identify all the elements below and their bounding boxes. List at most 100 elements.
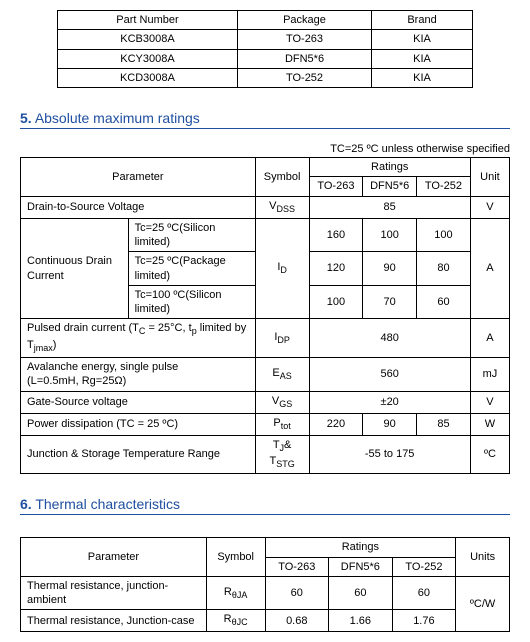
value-cell: 100 — [417, 218, 471, 252]
rcol-header: DFN5*6 — [363, 177, 417, 196]
rcol-header: TO-252 — [392, 557, 456, 576]
table-row: KCD3008A TO-252 KIA — [57, 68, 473, 87]
symbol-cell: Ptot — [255, 413, 309, 435]
table-row: Power dissipation (TC = 25 ºC) Ptot 220 … — [21, 413, 510, 435]
value-cell: 60 — [329, 576, 393, 610]
param-cell: Drain-to-Source Voltage — [21, 196, 256, 218]
table-row: Pulsed drain current (TC = 25°C, tp limi… — [21, 319, 510, 358]
value-cell: 90 — [363, 252, 417, 286]
unit-cell: A — [470, 218, 509, 319]
cell: DFN5*6 — [238, 49, 372, 68]
abs-max-table: Parameter Symbol Ratings Unit TO-263 DFN… — [20, 157, 510, 474]
value-cell: 70 — [363, 285, 417, 319]
value-cell: 80 — [417, 252, 471, 286]
unit-cell: V — [470, 196, 509, 218]
rcol-header: TO-263 — [265, 557, 329, 576]
value-cell: 160 — [309, 218, 363, 252]
cell: KIA — [371, 68, 472, 87]
table-row: Gate-Source voltage VGS ±20 V — [21, 391, 510, 413]
table-row: KCY3008A DFN5*6 KIA — [57, 49, 473, 68]
unit-cell: mJ — [470, 358, 509, 392]
cell: KCY3008A — [57, 49, 237, 68]
col-header: Brand — [371, 11, 472, 30]
unit-cell: A — [470, 319, 509, 358]
unit-cell: W — [470, 413, 509, 435]
table-row: Thermal resistance, Junction-case RθJC 0… — [21, 610, 510, 632]
value-cell: 60 — [417, 285, 471, 319]
table-row: Drain-to-Source Voltage VDSS 85 V — [21, 196, 510, 218]
param-cell: Power dissipation (TC = 25 ºC) — [21, 413, 256, 435]
param-cell: Continuous Drain Current — [21, 218, 129, 319]
cell: KIA — [371, 30, 472, 49]
section-number: 5. — [20, 110, 32, 126]
thermal-table: Parameter Symbol Ratings Units TO-263 DF… — [20, 537, 510, 632]
section-name: Absolute maximum ratings — [35, 110, 200, 126]
table-header-row: Part Number Package Brand — [57, 11, 473, 30]
value-cell: ±20 — [309, 391, 470, 413]
cond-cell: Tc=100 ºC(Silicon limited) — [128, 285, 255, 319]
value-cell: 220 — [309, 413, 363, 435]
value-cell: 1.66 — [329, 610, 393, 632]
rcol-header: DFN5*6 — [329, 557, 393, 576]
hdr-ratings: Ratings — [309, 158, 470, 177]
value-cell: 560 — [309, 358, 470, 392]
symbol-cell: EAS — [255, 358, 309, 392]
value-cell: 60 — [265, 576, 329, 610]
value-cell: 90 — [363, 413, 417, 435]
parts-table: Part Number Package Brand KCB3008A TO-26… — [57, 10, 474, 88]
param-cell: Junction & Storage Temperature Range — [21, 435, 256, 474]
value-cell: -55 to 175 — [309, 435, 470, 474]
section-name: Thermal characteristics — [35, 496, 180, 512]
param-cell: Thermal resistance, Junction-case — [21, 610, 207, 632]
table-header-row: Parameter Symbol Ratings Units — [21, 538, 510, 557]
symbol-cell: VDSS — [255, 196, 309, 218]
col-header: Package — [238, 11, 372, 30]
hdr-units: Units — [456, 538, 510, 577]
value-cell: 120 — [309, 252, 363, 286]
cell: KCB3008A — [57, 30, 237, 49]
table-row: Continuous Drain Current Tc=25 ºC(Silico… — [21, 218, 510, 252]
hdr-parameter: Parameter — [21, 538, 207, 577]
section-6-title: 6. Thermal characteristics — [20, 496, 510, 515]
symbol-cell: RθJC — [206, 610, 265, 632]
col-header: Part Number — [57, 11, 237, 30]
table-row: KCB3008A TO-263 KIA — [57, 30, 473, 49]
param-cell: Pulsed drain current (TC = 25°C, tp limi… — [21, 319, 256, 358]
value-cell: 1.76 — [392, 610, 456, 632]
symbol-cell: IDP — [255, 319, 309, 358]
hdr-unit: Unit — [470, 158, 509, 197]
hdr-symbol: Symbol — [255, 158, 309, 197]
section-number: 6. — [20, 496, 32, 512]
value-cell: 85 — [309, 196, 470, 218]
hdr-symbol: Symbol — [206, 538, 265, 577]
cell: TO-252 — [238, 68, 372, 87]
cell: TO-263 — [238, 30, 372, 49]
value-cell: 85 — [417, 413, 471, 435]
rcol-header: TO-263 — [309, 177, 363, 196]
cell: KIA — [371, 49, 472, 68]
value-cell: 0.68 — [265, 610, 329, 632]
unit-cell: ºC/W — [456, 576, 510, 631]
hdr-ratings: Ratings — [265, 538, 456, 557]
param-cell: Thermal resistance, junction-ambient — [21, 576, 207, 610]
value-cell: 60 — [392, 576, 456, 610]
cell: KCD3008A — [57, 68, 237, 87]
section-5-note: TC=25 ºC unless otherwise specified — [20, 143, 510, 155]
value-cell: 100 — [309, 285, 363, 319]
unit-cell: V — [470, 391, 509, 413]
value-cell: 480 — [309, 319, 470, 358]
cond-cell: Tc=25 ºC(Package limited) — [128, 252, 255, 286]
table-row: Avalanche energy, single pulse(L=0.5mH, … — [21, 358, 510, 392]
symbol-cell: VGS — [255, 391, 309, 413]
symbol-cell: RθJA — [206, 576, 265, 610]
param-cell: Gate-Source voltage — [21, 391, 256, 413]
hdr-parameter: Parameter — [21, 158, 256, 197]
unit-cell: ºC — [470, 435, 509, 474]
value-cell: 100 — [363, 218, 417, 252]
table-row: Junction & Storage Temperature Range TJ&… — [21, 435, 510, 474]
cond-cell: Tc=25 ºC(Silicon limited) — [128, 218, 255, 252]
table-header-row: Parameter Symbol Ratings Unit — [21, 158, 510, 177]
section-5-title: 5. Absolute maximum ratings — [20, 110, 510, 129]
symbol-cell: TJ& TSTG — [255, 435, 309, 474]
symbol-cell: ID — [255, 218, 309, 319]
